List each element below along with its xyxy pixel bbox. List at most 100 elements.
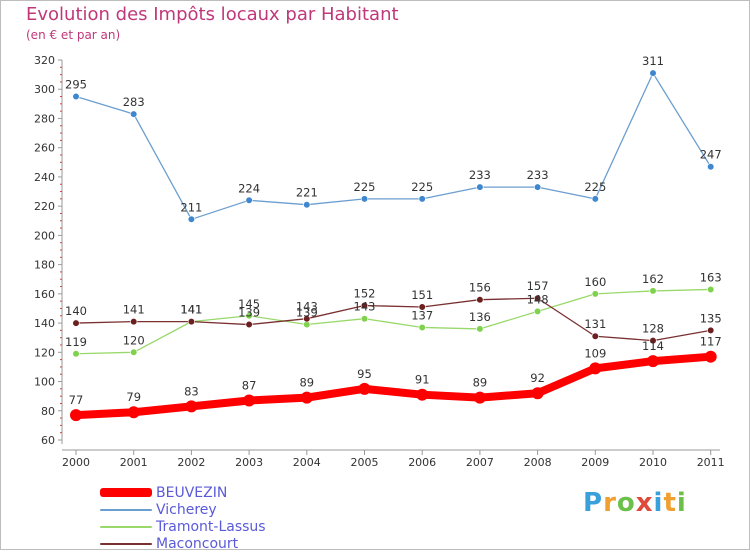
data-point — [476, 183, 484, 191]
data-point — [591, 195, 599, 203]
data-point — [300, 391, 313, 404]
data-label: 83 — [184, 384, 199, 398]
data-label: 128 — [642, 322, 664, 336]
logo-letter: t — [663, 488, 677, 518]
data-point — [533, 294, 542, 302]
logo-letter: r — [603, 488, 617, 518]
legend-item: Tramont-Lassus — [100, 518, 266, 535]
y-tick-label: 120 — [34, 346, 55, 359]
data-point — [72, 319, 80, 327]
legend-swatch — [100, 488, 152, 497]
data-label: 152 — [354, 287, 376, 301]
data-label: 295 — [65, 78, 87, 92]
x-tick-label: 2002 — [177, 456, 205, 469]
chart-legend: BEUVEZIN Vicherey Tramont-Lassus Maconcourt — [100, 484, 266, 552]
data-label: 211 — [180, 200, 202, 214]
data-point — [130, 318, 138, 326]
data-label: 77 — [69, 393, 84, 407]
data-point — [473, 391, 486, 404]
data-label: 139 — [296, 306, 318, 320]
data-label: 109 — [584, 346, 606, 360]
x-tick-label: 2009 — [581, 456, 609, 469]
data-label: 117 — [700, 335, 722, 349]
data-label: 89 — [473, 376, 488, 390]
data-point — [130, 110, 138, 118]
legend-swatch — [100, 525, 152, 528]
data-point — [245, 312, 253, 320]
data-label: 141 — [180, 303, 202, 317]
legend-label: Vicherey — [156, 501, 217, 518]
data-point — [72, 92, 80, 101]
data-point — [303, 201, 311, 209]
legend-swatch — [100, 542, 152, 545]
data-label: 131 — [584, 317, 606, 331]
y-tick-label: 260 — [34, 142, 55, 155]
x-tick-label: 2011 — [697, 456, 725, 469]
data-point — [187, 318, 195, 326]
logo-letter: P — [583, 488, 604, 518]
data-label: 224 — [238, 181, 260, 195]
data-point — [416, 388, 429, 401]
data-point — [418, 195, 426, 203]
data-point — [360, 301, 369, 310]
logo-letter: x — [635, 488, 654, 518]
y-tick-label: 100 — [34, 376, 55, 389]
data-label: 119 — [65, 335, 87, 349]
x-tick-label: 2007 — [466, 456, 494, 469]
data-point — [591, 290, 599, 298]
series-line-vicherey — [75, 72, 712, 220]
data-point — [707, 285, 715, 294]
y-tick-label: 180 — [34, 259, 55, 272]
data-label: 225 — [584, 180, 606, 194]
data-label: 136 — [469, 310, 491, 324]
data-label: 311 — [642, 54, 664, 68]
y-tick-label: 240 — [34, 171, 55, 184]
proxiti-logo: Proxiti — [583, 488, 687, 518]
data-point — [418, 303, 426, 311]
data-label: 87 — [242, 379, 257, 393]
data-label: 225 — [411, 180, 433, 194]
x-tick-label: 2005 — [351, 456, 379, 469]
y-tick-label: 160 — [34, 288, 55, 301]
data-label: 95 — [357, 367, 372, 381]
data-label: 143 — [296, 300, 318, 314]
data-point — [245, 196, 253, 204]
x-tick-label: 2000 — [62, 456, 90, 469]
series-line-tramont-lassus — [75, 288, 712, 355]
data-point — [303, 315, 311, 323]
data-label: 141 — [180, 303, 202, 317]
data-point — [476, 325, 484, 333]
y-tick-label: 140 — [34, 317, 55, 330]
data-point — [649, 69, 657, 77]
y-tick-label: 320 — [34, 54, 55, 67]
data-label: 160 — [584, 275, 606, 289]
data-point — [476, 296, 484, 304]
data-label: 233 — [527, 168, 549, 182]
data-label: 137 — [411, 308, 433, 322]
data-point — [187, 215, 195, 223]
data-point — [649, 337, 657, 345]
data-point — [647, 355, 659, 368]
data-label: 247 — [700, 148, 722, 162]
data-point — [72, 350, 80, 358]
data-label: 148 — [527, 292, 549, 306]
data-point — [591, 332, 599, 340]
data-point — [130, 348, 138, 356]
y-tick-label: 300 — [34, 83, 55, 96]
data-label: 140 — [65, 304, 87, 318]
data-point — [127, 406, 140, 419]
data-point — [418, 323, 426, 332]
data-point — [533, 307, 542, 315]
data-point — [245, 320, 253, 329]
chart-subtitle: (en € et par an) — [26, 28, 121, 42]
data-point — [533, 183, 542, 191]
logo-letter: i — [653, 488, 664, 518]
legend-item: Maconcourt — [100, 535, 266, 552]
data-point — [704, 350, 717, 363]
data-label: 92 — [530, 371, 545, 385]
y-tick-label: 80 — [41, 405, 55, 418]
x-tick-label: 2004 — [293, 456, 321, 469]
data-label: 79 — [126, 390, 141, 404]
data-point — [531, 387, 544, 400]
y-tick-label: 280 — [34, 112, 55, 125]
